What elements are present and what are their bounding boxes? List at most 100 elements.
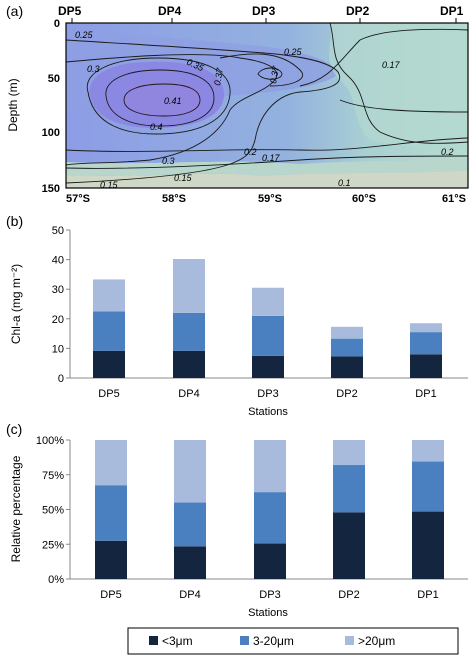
x-ticks-a: 57°S 58°S 59°S 60°S 61°S bbox=[66, 193, 466, 205]
panel-b: (b) Chl-a (mg m⁻²) 0 10 20 30 40 50 DP5 DP4 D… bbox=[6, 213, 468, 418]
bar-segment bbox=[95, 440, 127, 486]
contour-label: 0.37 bbox=[212, 66, 225, 86]
y-tick-label: 100 bbox=[42, 127, 60, 139]
bar-segment bbox=[252, 287, 284, 316]
contour-label: 0.17 bbox=[262, 153, 281, 163]
bar-segment bbox=[410, 354, 442, 378]
x-tick-label: 61°S bbox=[442, 193, 466, 205]
x-tick-label: DP5 bbox=[100, 589, 121, 601]
contour-label: 0.3 bbox=[162, 156, 175, 166]
station-label: DP2 bbox=[346, 4, 370, 18]
y-tick-label: 0% bbox=[48, 574, 64, 586]
contour-label: 0.17 bbox=[382, 60, 401, 70]
legend-label: <3μm bbox=[162, 634, 193, 648]
contour-field bbox=[66, 23, 468, 188]
legend-swatch bbox=[149, 636, 158, 645]
y-tick-label: 40 bbox=[52, 255, 64, 267]
x-tick-label: 60°S bbox=[352, 193, 376, 205]
panel-a: (a) bbox=[6, 3, 469, 205]
x-tick-label: 59°S bbox=[258, 193, 282, 205]
panel-c-label: (c) bbox=[6, 421, 22, 437]
x-ticks-b: DP5 DP4 DP3 DP2 DP1 bbox=[98, 388, 436, 400]
station-label: DP4 bbox=[158, 4, 182, 18]
legend-swatch bbox=[240, 636, 249, 645]
contour-label: 0.2 bbox=[244, 147, 257, 157]
y-tick-label: 150 bbox=[42, 183, 60, 195]
y-axis-title-a: Depth (m) bbox=[6, 78, 20, 131]
bar-segment bbox=[173, 312, 205, 351]
contour-label: 0.2 bbox=[441, 147, 454, 157]
bar-segment bbox=[254, 492, 286, 544]
x-axis-title-c: Stations bbox=[248, 607, 288, 619]
bar-segment bbox=[252, 315, 284, 356]
x-tick-label: 58°S bbox=[162, 193, 186, 205]
contour-label: 0.15 bbox=[174, 173, 193, 183]
contour-label: 0.41 bbox=[164, 96, 182, 106]
contour-label: 0.25 bbox=[284, 47, 303, 57]
bar-segment bbox=[410, 332, 442, 355]
bar-segment bbox=[333, 440, 365, 466]
bar-segment bbox=[173, 259, 205, 313]
x-tick-label: DP1 bbox=[415, 388, 436, 400]
bar-segment bbox=[93, 279, 125, 312]
bar-segment bbox=[333, 465, 365, 513]
x-tick-label: DP2 bbox=[336, 388, 357, 400]
contour-label: 0.4 bbox=[150, 122, 163, 132]
legend-swatch bbox=[345, 636, 354, 645]
y-axis-c: 0% 25% 50% 75% 100% bbox=[36, 435, 468, 586]
bar-segment bbox=[93, 311, 125, 351]
y-tick-label: 25% bbox=[42, 539, 64, 551]
legend-label: >20μm bbox=[358, 634, 395, 648]
bar-segment bbox=[331, 356, 363, 378]
y-tick-label: 10 bbox=[52, 343, 64, 355]
bar-segment bbox=[174, 502, 206, 547]
legend-label: 3-20μm bbox=[253, 634, 294, 648]
y-tick-label: 50% bbox=[42, 505, 64, 517]
station-label: DP5 bbox=[58, 4, 82, 18]
legend: <3μm 3-20μm >20μm bbox=[127, 627, 459, 655]
y-tick-label: 0 bbox=[58, 373, 64, 385]
y-tick-label: 75% bbox=[42, 470, 64, 482]
y-tick-label: 50 bbox=[48, 73, 60, 85]
bars-c bbox=[95, 440, 444, 579]
station-labels-top: DP5 DP4 DP3 DP2 DP1 bbox=[58, 4, 464, 18]
y-axis-title-c: Relative percentage bbox=[9, 455, 23, 562]
contour-label: 0.37 bbox=[268, 64, 281, 84]
y-tick-label: 30 bbox=[52, 284, 64, 296]
station-label: DP1 bbox=[440, 4, 464, 18]
bar-segment bbox=[412, 511, 444, 579]
x-tick-label: DP3 bbox=[257, 388, 278, 400]
y-tick-label: 20 bbox=[52, 314, 64, 326]
bar-segment bbox=[410, 323, 442, 333]
bars-b bbox=[93, 259, 442, 378]
x-tick-label: DP1 bbox=[417, 589, 438, 601]
x-ticks-c: DP5 DP4 DP3 DP2 DP1 bbox=[100, 589, 438, 601]
y-axis-title-b: Chl-a (mg m⁻²) bbox=[9, 264, 23, 344]
legend-frame bbox=[127, 627, 459, 655]
panel-b-label: (b) bbox=[6, 213, 23, 229]
bar-segment bbox=[174, 546, 206, 579]
contour-label: 0.3 bbox=[87, 64, 100, 74]
bar-segment bbox=[412, 440, 444, 462]
x-tick-label: DP3 bbox=[259, 589, 280, 601]
x-tick-label: 57°S bbox=[66, 193, 90, 205]
station-label: DP3 bbox=[252, 4, 276, 18]
bar-segment bbox=[254, 440, 286, 493]
contour-labels: 0.25 0.3 0.35 0.37 0.37 0.41 0.4 0.3 0.2… bbox=[75, 30, 454, 190]
bar-segment bbox=[173, 350, 205, 378]
x-tick-label: DP2 bbox=[338, 589, 359, 601]
y-ticks-a: 0 50 100 150 bbox=[42, 18, 60, 195]
bar-segment bbox=[252, 355, 284, 378]
x-axis-title-b: Stations bbox=[248, 406, 288, 418]
x-tick-label: DP4 bbox=[179, 589, 200, 601]
y-tick-label: 0 bbox=[54, 18, 60, 30]
y-tick-label: 100% bbox=[36, 435, 64, 447]
bar-segment bbox=[331, 326, 363, 339]
bar-segment bbox=[95, 485, 127, 541]
x-tick-label: DP4 bbox=[178, 388, 199, 400]
panel-a-frame bbox=[65, 22, 469, 189]
bar-segment bbox=[174, 440, 206, 503]
bar-segment bbox=[254, 543, 286, 579]
contour-label: 0.1 bbox=[338, 178, 351, 188]
